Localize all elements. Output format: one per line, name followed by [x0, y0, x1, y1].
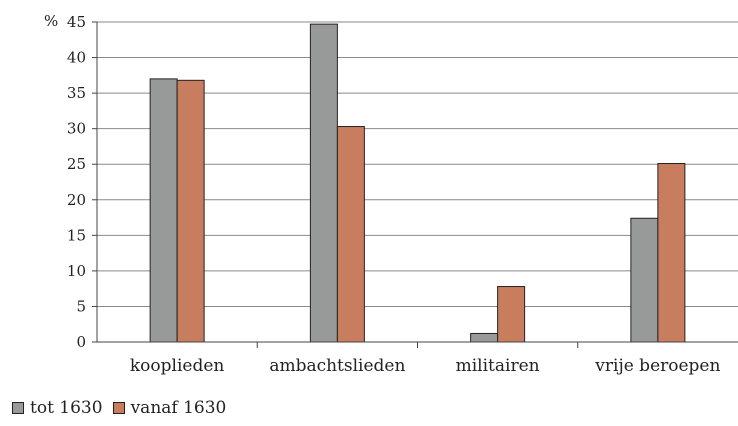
x-category-label: ambachtslieden: [269, 356, 405, 376]
x-category-label: kooplieden: [130, 356, 225, 376]
bar-vanaf-1630-ambachtslieden: [336, 126, 365, 343]
bar-tot-1630-militairen: [470, 332, 499, 343]
bar-tot-1630-ambachtslieden: [309, 23, 338, 343]
y-tick-label: 15: [67, 226, 86, 244]
y-tick-label: 45: [67, 13, 86, 31]
bar-tot-1630-vrije-beroepen: [630, 217, 659, 343]
bars: [149, 23, 686, 343]
x-axis: kooplieden ambachtslieden militairen vrije …: [92, 341, 738, 376]
y-tick-label: 40: [67, 49, 86, 67]
y-tick-label: 10: [67, 262, 86, 280]
x-category-label: militairen: [456, 356, 540, 376]
legend-item-tot-1630: tot 1630: [12, 398, 103, 418]
bar-chart: 0 5 10 15 20 25 30 35 40 45 kooplieden ambachtslie…: [44, 12, 738, 376]
legend-label-tot-1630: tot 1630: [30, 398, 103, 418]
y-axis-label: %: [44, 12, 58, 30]
y-tick-label: 0: [76, 333, 86, 351]
y-tick-label: 5: [76, 297, 86, 315]
legend-swatch-tot-1630: [12, 402, 24, 414]
legend-item-vanaf-1630: vanaf 1630: [112, 398, 227, 418]
y-tick-label: 35: [67, 84, 86, 102]
legend-swatch-vanaf-1630: [112, 402, 125, 414]
y-tick-label: 30: [67, 120, 86, 138]
bar-vanaf-1630-militairen: [497, 286, 526, 343]
legend-label-vanaf-1630: vanaf 1630: [130, 398, 227, 418]
bar-vanaf-1630-vrije-beroepen: [657, 163, 686, 343]
bar-vanaf-1630-kooplieden: [176, 79, 205, 343]
y-tick-label: 25: [67, 155, 86, 173]
y-axis-ticks: 0 5 10 15 20 25 30 35 40 45: [67, 13, 98, 351]
x-category-label: vrije beroepen: [594, 356, 720, 376]
y-tick-label: 20: [67, 191, 86, 209]
legend: tot 1630 vanaf 1630: [12, 398, 236, 418]
bar-tot-1630-kooplieden: [149, 78, 178, 343]
